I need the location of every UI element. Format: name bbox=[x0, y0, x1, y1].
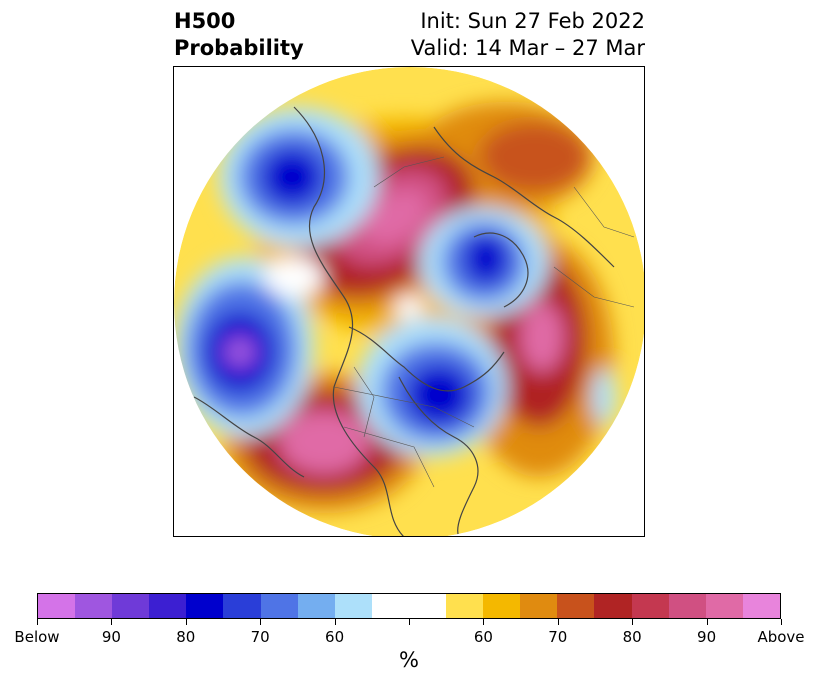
colorbar-cell bbox=[483, 594, 521, 618]
colorbar-tick-label: 80 bbox=[622, 628, 642, 646]
title-field: Probability bbox=[174, 36, 304, 60]
colorbar-tick bbox=[37, 619, 38, 625]
title-variable: H500 bbox=[174, 9, 236, 33]
colorbar-tick bbox=[335, 619, 336, 625]
probability-map bbox=[173, 66, 645, 537]
colorbar-cell bbox=[334, 594, 372, 618]
borders bbox=[333, 156, 635, 488]
colorbar-cell bbox=[446, 594, 484, 618]
colorbar-tick bbox=[260, 619, 261, 625]
colorbar-tick-label: Above bbox=[757, 628, 805, 646]
colorbar-tick bbox=[111, 619, 112, 625]
coastlines bbox=[193, 106, 615, 536]
colorbar-tick-label: 60 bbox=[325, 628, 345, 646]
colorbar-cell bbox=[297, 594, 335, 618]
colorbar-cell bbox=[186, 594, 224, 618]
probability-field bbox=[174, 67, 644, 536]
colorbar-tick bbox=[409, 619, 410, 625]
colorbar-cell bbox=[408, 594, 447, 618]
map-svg bbox=[174, 67, 644, 536]
colorbar-tick-label: 70 bbox=[250, 628, 270, 646]
colorbar-cell bbox=[520, 594, 558, 618]
colorbar-cell bbox=[112, 594, 150, 618]
colorbar-tick-label: 90 bbox=[697, 628, 717, 646]
colorbar-cell bbox=[557, 594, 595, 618]
colorbar-cell bbox=[223, 594, 261, 618]
colorbar-cell bbox=[38, 594, 76, 618]
chart-title-right: Init: Sun 27 Feb 2022 Valid: 14 Mar – 27… bbox=[411, 8, 645, 62]
colorbar-tick-label: 80 bbox=[176, 628, 196, 646]
colorbar-tick bbox=[483, 619, 484, 625]
colorbar-cell bbox=[705, 594, 743, 618]
colorbar-tick bbox=[632, 619, 633, 625]
colorbar-units: % bbox=[399, 648, 419, 672]
title-init-date: Init: Sun 27 Feb 2022 bbox=[420, 9, 645, 33]
colorbar-tick bbox=[558, 619, 559, 625]
colorbar-tick-label: 70 bbox=[548, 628, 568, 646]
colorbar-cell bbox=[260, 594, 298, 618]
colorbar-cell bbox=[594, 594, 632, 618]
colorbar bbox=[37, 593, 781, 619]
colorbar-tick bbox=[781, 619, 782, 625]
colorbar-tick-label: 60 bbox=[473, 628, 493, 646]
chart-title-left: H500 Probability bbox=[174, 8, 304, 62]
title-valid-range: Valid: 14 Mar – 27 Mar bbox=[410, 36, 645, 60]
colorbar-cell bbox=[742, 594, 780, 618]
colorbar-tick-label: Below bbox=[14, 628, 60, 646]
colorbar-tick bbox=[186, 619, 187, 625]
colorbar-cell bbox=[371, 594, 409, 618]
colorbar-tick bbox=[707, 619, 708, 625]
colorbar-cell bbox=[631, 594, 669, 618]
colorbar-tick-label: 90 bbox=[101, 628, 121, 646]
colorbar-cell bbox=[668, 594, 706, 618]
colorbar-cell bbox=[75, 594, 113, 618]
colorbar-cell bbox=[149, 594, 187, 618]
